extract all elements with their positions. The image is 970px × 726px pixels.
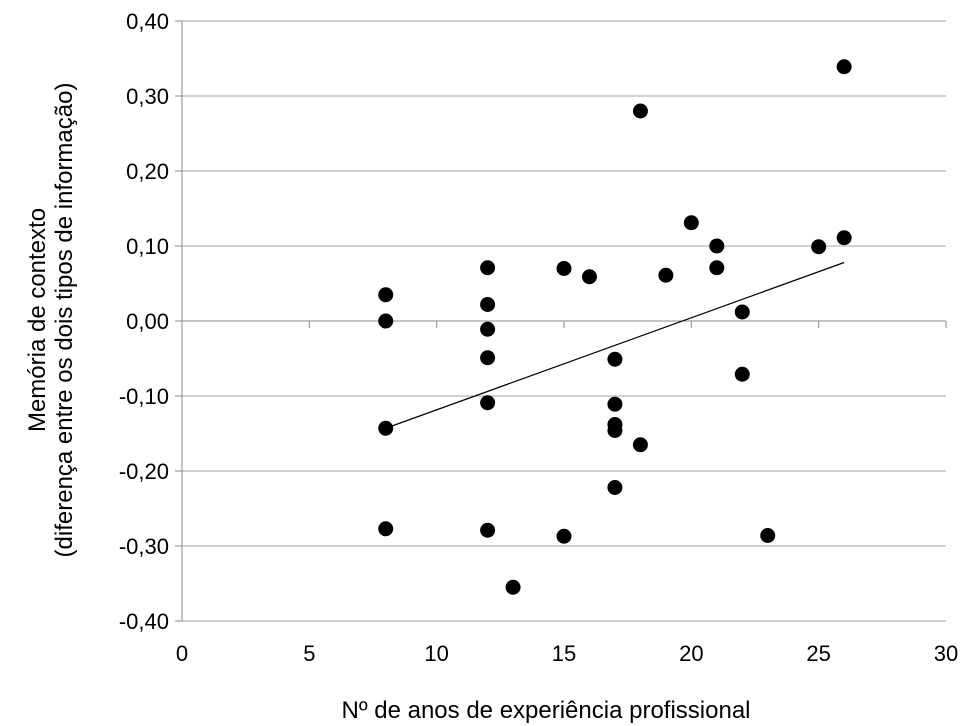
x-tick-label: 5 <box>303 641 315 666</box>
data-point <box>378 420 394 436</box>
y-axis-title-line1: Memória de contexto <box>24 208 51 432</box>
x-tick-label: 30 <box>934 641 958 666</box>
y-tick-label: -0,30 <box>119 534 169 559</box>
data-point <box>836 230 852 246</box>
data-point <box>836 59 852 75</box>
data-point <box>683 215 699 231</box>
data-points <box>378 59 852 595</box>
data-point <box>581 269 597 285</box>
y-tick-label: 0,40 <box>126 9 169 34</box>
y-tick-label: -0,10 <box>119 384 169 409</box>
x-tick-label: 10 <box>424 641 448 666</box>
y-tick-label: 0,10 <box>126 234 169 259</box>
y-tick-label: 0,20 <box>126 159 169 184</box>
data-point <box>378 521 394 537</box>
trendline <box>385 261 845 429</box>
x-tick-label: 15 <box>552 641 576 666</box>
y-tick-label: -0,20 <box>119 459 169 484</box>
data-point <box>480 395 496 411</box>
x-tick-label: 20 <box>679 641 703 666</box>
x-tick-labels: 0 5 10 15 20 25 30 <box>176 641 958 666</box>
x-tick-label: 25 <box>806 641 830 666</box>
data-point <box>607 351 623 367</box>
data-point <box>480 321 496 337</box>
data-point <box>734 304 750 320</box>
y-tick-label: 0,00 <box>126 309 169 334</box>
data-point <box>480 297 496 312</box>
data-point <box>480 260 496 276</box>
data-point <box>607 480 623 495</box>
data-point <box>556 261 572 276</box>
data-point <box>480 522 496 538</box>
data-point <box>811 239 827 255</box>
y-axis-title-line2: (diferença entre os dois tipos de inform… <box>51 83 78 558</box>
data-point <box>480 350 496 366</box>
data-point <box>632 437 648 453</box>
axes <box>175 20 947 622</box>
x-tick-label: 0 <box>176 641 188 666</box>
data-point <box>709 260 725 276</box>
data-point <box>378 313 394 329</box>
trendline-group <box>385 261 845 429</box>
data-point <box>607 423 623 438</box>
y-tick-labels: 0,40 0,30 0,20 0,10 0,00 -0,10 -0,20 -0,30 -0,40 <box>119 9 169 634</box>
y-tick-label: -0,40 <box>119 609 169 634</box>
data-point <box>709 238 725 254</box>
data-point <box>556 528 572 544</box>
x-axis-title: Nº de anos de experiência profissional <box>341 697 750 724</box>
data-point <box>658 267 674 283</box>
data-point <box>760 528 776 543</box>
data-point <box>607 396 623 412</box>
data-point <box>505 579 521 595</box>
data-point <box>734 366 750 382</box>
data-point <box>378 287 394 303</box>
grid-lines <box>182 20 946 622</box>
data-point <box>632 103 648 119</box>
y-tick-label: 0,30 <box>126 84 169 109</box>
